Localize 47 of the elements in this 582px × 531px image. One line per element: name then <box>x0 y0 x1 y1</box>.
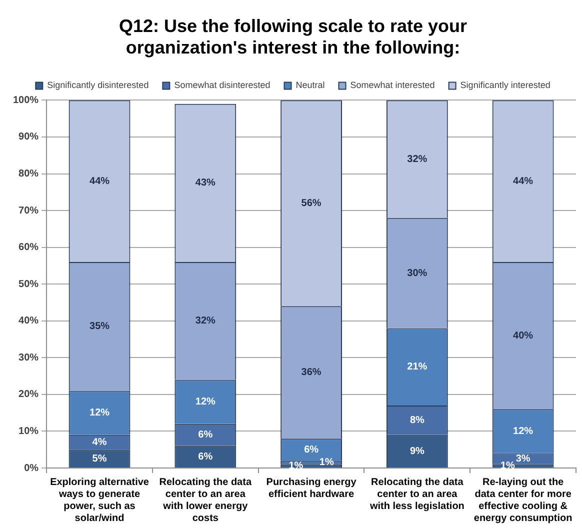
y-tick-label: 20% <box>18 389 39 400</box>
data-label: 30% <box>407 268 428 279</box>
data-label: 44% <box>90 176 110 187</box>
data-label: 40% <box>513 330 534 342</box>
x-tick-label: Relocating the data center to an area with lower energy costs <box>159 476 252 524</box>
data-label: 6% <box>198 430 213 441</box>
legend-label: Somewhat interested <box>350 80 435 90</box>
data-label: 12% <box>513 426 534 437</box>
data-label: 3% <box>516 454 530 465</box>
y-tick-label: 30% <box>18 352 39 364</box>
data-label: 6% <box>198 451 213 462</box>
y-tick-label: 50% <box>18 278 39 290</box>
y-tick-label: 10% <box>18 426 39 437</box>
data-label: 4% <box>92 437 107 448</box>
data-label: 12% <box>195 396 216 408</box>
data-label: 56% <box>301 198 322 209</box>
data-label: 32% <box>407 154 428 165</box>
legend-label: Somewhat disinterested <box>174 80 270 90</box>
y-tick-label: 60% <box>18 242 39 254</box>
data-label: 9% <box>410 446 425 457</box>
data-label: 35% <box>90 321 110 332</box>
y-tick-label: 80% <box>18 168 39 180</box>
data-label: 8% <box>410 414 425 426</box>
legend-label: Significantly disinterested <box>47 80 149 90</box>
x-tick-label: Relocating the data center to an area with less legislation <box>368 476 464 512</box>
data-label: 1% <box>500 460 516 472</box>
data-label: 43% <box>195 178 216 189</box>
legend-label: Neutral <box>296 80 325 90</box>
y-tick-label: 100% <box>13 94 39 106</box>
y-tick-label: 70% <box>18 205 39 216</box>
data-label: 12% <box>90 408 110 419</box>
data-label: 1% <box>319 457 334 468</box>
legend-label: Significantly interested <box>460 80 550 90</box>
y-tick-label: 40% <box>18 316 39 327</box>
x-tick-label: Purchasing energy efficient hardware <box>266 476 357 500</box>
y-tick-label: 0% <box>24 462 39 474</box>
x-tick-label: Re-laying out the data center for more effective cooling & energy consumption <box>474 476 572 524</box>
y-tick-label: 90% <box>18 132 39 143</box>
chart-title: Q12: Use the following scale to rate your organization's interest in the following: <box>118 16 468 58</box>
data-label: 44% <box>513 176 534 187</box>
data-label: 32% <box>195 316 216 327</box>
x-tick-label: Exploring alternative ways to generate power, such as solar/wind <box>50 476 150 524</box>
data-label: 5% <box>92 453 107 464</box>
data-label: 21% <box>407 362 428 373</box>
data-label: 1% <box>288 460 304 472</box>
data-label: 36% <box>301 367 322 378</box>
data-label: 6% <box>304 444 319 456</box>
